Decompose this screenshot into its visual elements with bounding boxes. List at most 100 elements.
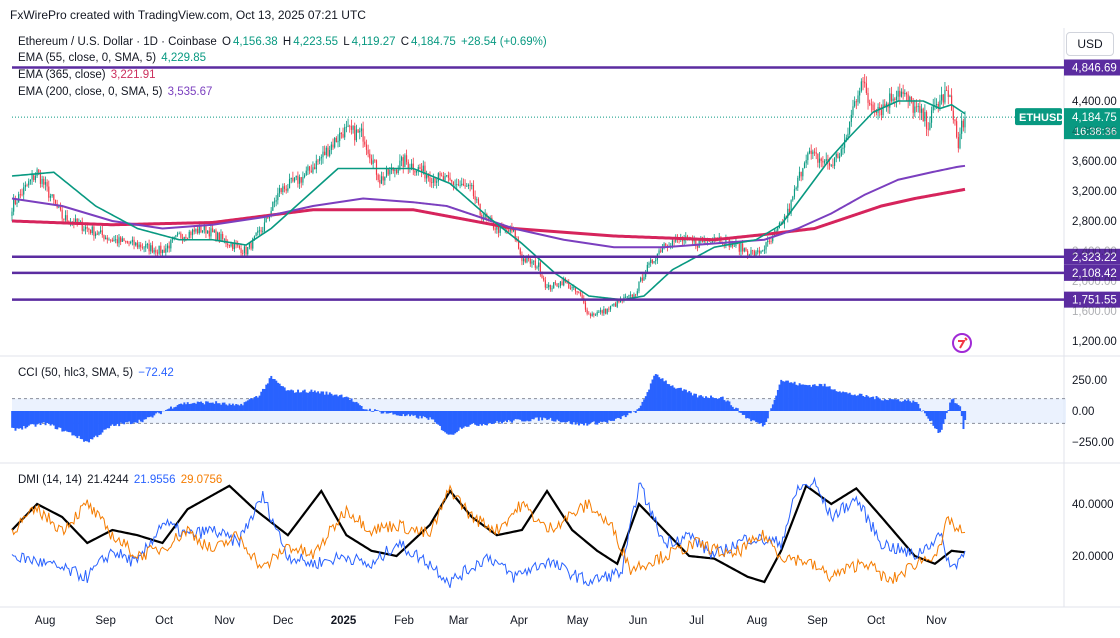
cci-bar — [949, 402, 952, 411]
cci-bar — [225, 404, 228, 411]
candle-body — [394, 169, 396, 172]
candle-body — [29, 179, 31, 182]
cci-bar — [937, 411, 940, 433]
candle-body — [822, 160, 824, 163]
cci-bar — [277, 382, 279, 411]
candle-body — [449, 177, 451, 180]
cci-bar — [348, 399, 351, 411]
cci-bar — [723, 400, 726, 411]
cci-bar — [544, 411, 547, 419]
candle-body — [222, 233, 224, 239]
candle-body — [640, 277, 642, 282]
cci-bar — [71, 411, 74, 436]
candle-body — [964, 117, 966, 128]
cci-bar — [950, 399, 953, 411]
candle-body — [683, 239, 685, 242]
candle-body — [758, 250, 760, 254]
candle-body — [569, 288, 572, 290]
cci-bar — [646, 392, 649, 411]
candle-body — [11, 211, 13, 217]
cci-bar — [113, 411, 116, 426]
cci-bar — [830, 389, 833, 411]
cci-bar — [246, 400, 249, 411]
cci-bar — [169, 406, 172, 411]
cci-bar — [929, 411, 932, 422]
candle-body — [895, 96, 898, 100]
dmi-legend[interactable]: DMI (14, 14) 21.4244 21.9556 29.0756 — [18, 474, 224, 486]
cci-bar — [713, 398, 716, 411]
candle-body — [854, 101, 856, 107]
ema365-legend[interactable]: EMA (365, close) 3,221.91 — [18, 69, 158, 81]
cci-bar — [81, 411, 84, 440]
cci-bar — [98, 411, 101, 436]
candle-body — [178, 233, 180, 235]
ema200-legend[interactable]: EMA (200, close, 0, SMA, 5) 3,535.67 — [18, 86, 214, 98]
candle-body — [586, 309, 588, 314]
cci-bar — [870, 397, 873, 411]
candle-body — [436, 181, 438, 183]
cci-legend[interactable]: CCI (50, hlc3, SMA, 5) −72.42 — [18, 367, 176, 379]
cci-bar — [297, 389, 300, 411]
cci-bar — [644, 396, 647, 411]
candle-body — [205, 224, 207, 234]
dmi-tick-label: 20.0000 — [1072, 551, 1114, 563]
candle-body — [123, 238, 125, 241]
cci-bar — [711, 397, 714, 411]
cci-bar — [614, 411, 617, 419]
cci-bar — [347, 397, 350, 411]
cci-bar — [208, 402, 211, 411]
cci-bar — [728, 401, 731, 411]
candle-body — [750, 250, 752, 255]
candle-body — [166, 245, 169, 249]
cci-bar — [710, 395, 713, 411]
price-tick-label: 3,200.00 — [1072, 186, 1117, 198]
candle-body — [64, 215, 67, 220]
cci-bar — [643, 399, 646, 411]
candle-body — [598, 311, 600, 313]
cci-bar — [449, 411, 452, 435]
candle-body — [937, 103, 939, 108]
candle-body — [808, 150, 811, 154]
candle-body — [322, 151, 324, 158]
candle-body — [14, 198, 16, 204]
ema55-legend[interactable]: EMA (55, close, 0, SMA, 5) 4,229.85 — [18, 52, 208, 64]
cci-bar — [659, 378, 662, 411]
cci-bar — [721, 396, 724, 411]
cci-bar — [883, 399, 886, 411]
cci-bar — [133, 411, 136, 423]
cci-bar — [320, 391, 323, 411]
cci-bar — [516, 411, 519, 420]
candle-body — [31, 175, 33, 180]
candle-body — [317, 160, 319, 162]
cci-bar — [365, 409, 368, 411]
candle-body — [859, 91, 861, 96]
cci-bar — [698, 395, 701, 411]
cci-bar — [613, 411, 616, 421]
candle-body — [942, 94, 944, 103]
candle-body — [399, 160, 401, 170]
cci-bar — [521, 411, 524, 422]
candle-body — [141, 247, 143, 248]
candle-body — [280, 188, 282, 192]
cci-bar — [922, 410, 925, 411]
candle-body — [370, 158, 373, 164]
candle-body — [862, 81, 864, 83]
candle-body — [374, 160, 376, 162]
candle-body — [208, 230, 210, 237]
candle-body — [275, 200, 277, 202]
symbol-label[interactable]: Ethereum / U.S. Dollar · 1D · Coinbase — [18, 36, 217, 48]
cci-bar — [397, 411, 400, 416]
cci-bar — [541, 411, 544, 421]
candle-body — [188, 231, 190, 239]
cci-bar — [888, 398, 891, 411]
candle-body — [645, 272, 647, 277]
candle-body — [874, 109, 876, 111]
cci-bar — [731, 406, 734, 411]
cci-bar — [852, 395, 855, 411]
cci-bar — [459, 411, 462, 428]
candle-body — [919, 106, 921, 113]
level-price-tag — [1064, 291, 1120, 308]
candle-body — [889, 93, 891, 108]
currency-button[interactable]: USD — [1066, 32, 1114, 56]
